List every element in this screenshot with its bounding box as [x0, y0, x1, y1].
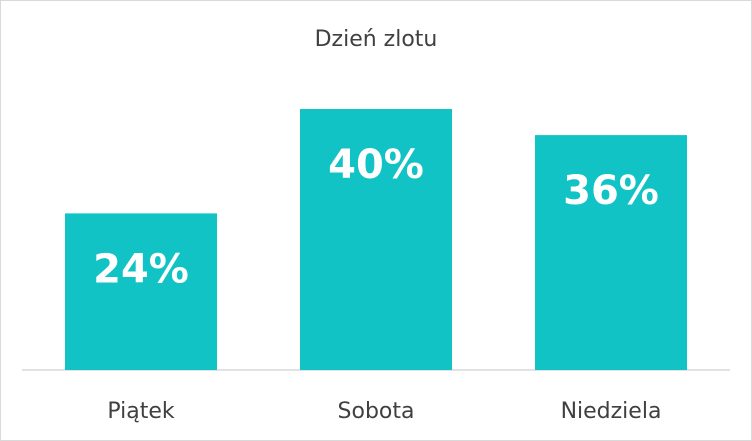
x-tick-label: Niedziela: [561, 399, 662, 424]
value-label: 36%: [563, 168, 659, 214]
bar: [65, 213, 217, 370]
chart-title: Dzień zlotu: [315, 27, 438, 52]
value-label: 24%: [93, 246, 189, 292]
x-tick-label: Sobota: [338, 399, 415, 424]
bar: [535, 135, 687, 370]
value-label: 40%: [328, 142, 424, 188]
x-tick-label: Piątek: [107, 399, 175, 424]
bar: [300, 109, 452, 370]
